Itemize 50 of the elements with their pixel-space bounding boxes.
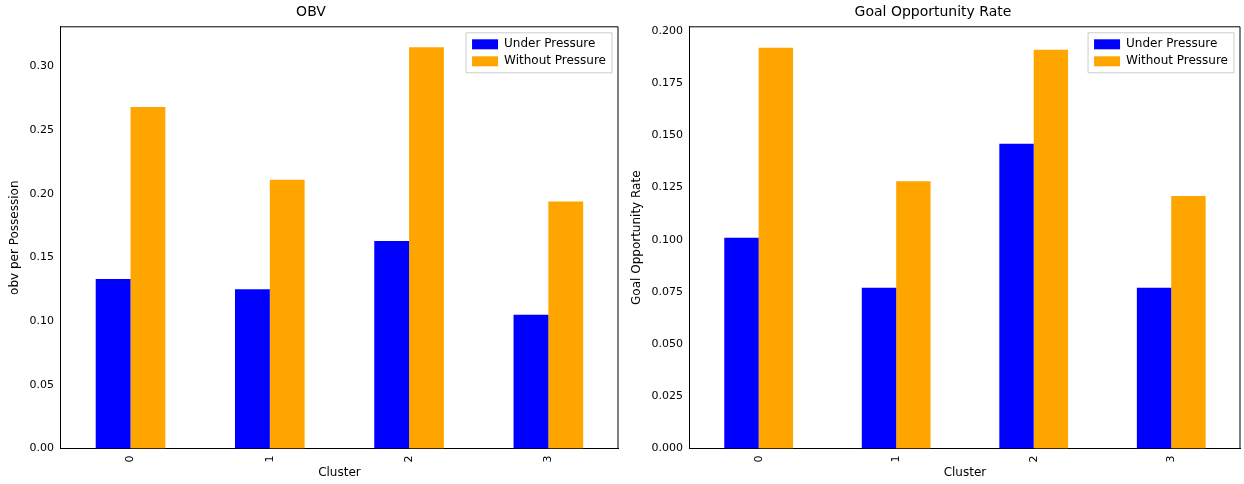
- y-tick-label: 0.050: [651, 337, 683, 351]
- y-tick-label: 0.20: [29, 186, 54, 200]
- legend-label: Without Pressure: [1126, 53, 1228, 68]
- chart-title: OBV: [296, 3, 327, 20]
- bar: [374, 240, 410, 449]
- bar: [548, 201, 584, 449]
- chart-title: Goal Opportunity Rate: [854, 3, 1012, 20]
- x-tick-label: 2: [1026, 455, 1040, 463]
- bar: [724, 237, 759, 449]
- bar: [409, 47, 444, 449]
- y-tick-label: 0.100: [651, 232, 683, 246]
- bar: [896, 181, 931, 449]
- bar: [861, 287, 897, 449]
- x-tick-label: 2: [401, 455, 415, 463]
- x-tick-label: 3: [541, 455, 555, 463]
- x-axis-title: Cluster: [943, 464, 987, 479]
- bar: [269, 179, 305, 449]
- x-tick-label: 0: [751, 455, 765, 463]
- y-tick-label: 0.30: [29, 59, 54, 73]
- bar: [513, 314, 549, 449]
- y-tick-label: 0.15: [29, 250, 54, 264]
- x-tick-label: 1: [262, 455, 276, 463]
- y-tick-label: 0.175: [651, 76, 683, 90]
- y-tick-label: 0.025: [651, 389, 683, 403]
- y-tick-label: 0.200: [651, 23, 683, 37]
- y-tick-label: 0.125: [651, 180, 683, 194]
- legend-label: Under Pressure: [1126, 36, 1218, 51]
- y-axis-title: obv per Possession: [7, 180, 22, 295]
- x-axis-title: Cluster: [318, 464, 361, 479]
- y-axis-title: Goal Opportunity Rate: [629, 170, 644, 305]
- legend-label: Without Pressure: [504, 53, 606, 68]
- x-tick-label: 3: [1164, 455, 1178, 463]
- bar: [234, 289, 270, 449]
- y-tick-label: 0.10: [29, 314, 54, 328]
- bar: [1171, 195, 1206, 449]
- bar: [1033, 49, 1069, 449]
- y-tick-label: 0.075: [651, 284, 683, 298]
- y-tick-label: 0.25: [29, 122, 54, 136]
- y-tick-label: 0.05: [29, 377, 54, 391]
- y-tick-label: 0.00: [29, 441, 54, 455]
- bar: [130, 107, 166, 449]
- bar: [95, 279, 131, 449]
- legend-label: Under Pressure: [504, 36, 596, 51]
- y-tick-label: 0.150: [651, 128, 683, 142]
- bar: [1136, 287, 1172, 449]
- bar: [999, 143, 1034, 449]
- x-tick-label: 1: [889, 455, 903, 463]
- bar: [758, 47, 794, 449]
- y-tick-label: 0.000: [651, 441, 683, 455]
- x-tick-label: 0: [123, 455, 137, 463]
